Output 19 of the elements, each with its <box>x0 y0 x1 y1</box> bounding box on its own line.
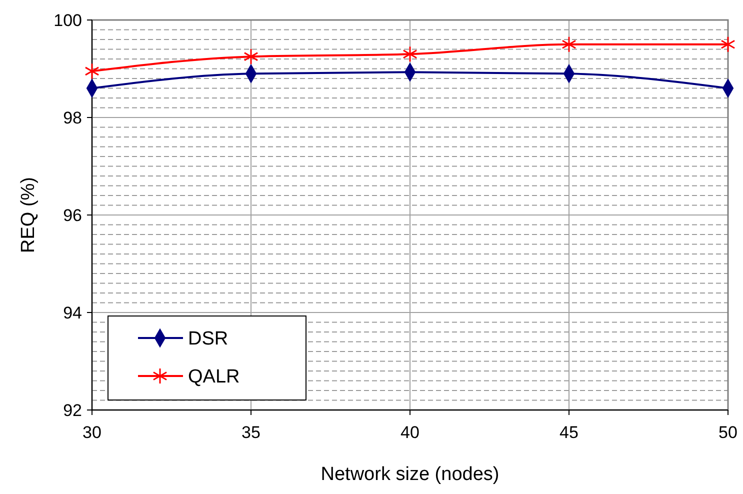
point <box>402 46 418 62</box>
point <box>84 62 100 80</box>
y-tick-label: 92 <box>63 400 82 420</box>
y-tick-label: 98 <box>63 108 82 128</box>
legend-label: QALR <box>188 366 240 388</box>
x-tick-label: 50 <box>718 423 738 442</box>
x-tick-label: 45 <box>560 423 578 442</box>
point <box>720 36 736 53</box>
y-axis-title: REQ (%) <box>18 177 39 253</box>
legend-label: DSR <box>188 328 228 350</box>
y-tick-label: 100 <box>54 10 82 30</box>
y-tick-label: 96 <box>63 206 82 225</box>
x-tick-label: 30 <box>82 423 102 442</box>
point <box>244 48 258 65</box>
y-tick-label: 94 <box>63 303 82 322</box>
x-axis-title: Network size (nodes) <box>320 464 500 485</box>
point <box>562 36 576 53</box>
x-tick-label: 40 <box>400 423 420 442</box>
x-tick-label: 35 <box>242 423 260 442</box>
